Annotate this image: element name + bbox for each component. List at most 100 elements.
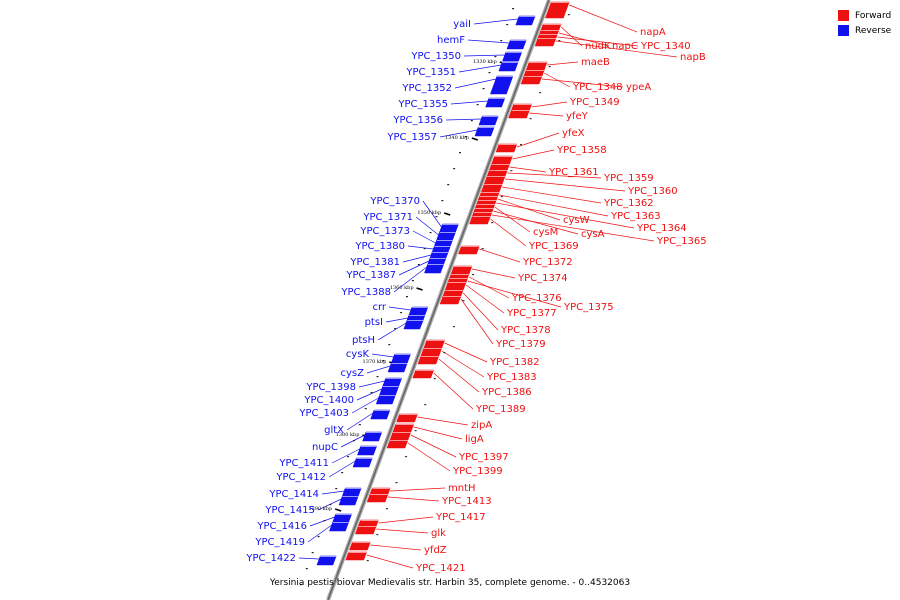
forward-gene-ypc-1379[interactable] — [439, 295, 462, 305]
gene-label-ypc-1378[interactable]: YPC_1378 — [500, 325, 551, 336]
reverse-gene-yaii[interactable] — [515, 15, 536, 26]
gene-label-cysw[interactable]: cysW — [563, 215, 590, 226]
gene-label-napa[interactable]: napA — [640, 27, 666, 38]
gene-label-ypc-1399[interactable]: YPC_1399 — [452, 466, 503, 477]
reverse-gene-gltx[interactable] — [370, 409, 391, 420]
forward-gene-ypc-1389[interactable] — [412, 369, 435, 379]
reverse-gene-ypc-1357[interactable] — [474, 126, 495, 137]
gene-label-ypc-1369[interactable]: YPC_1369 — [528, 241, 579, 252]
gene-label-ypc-1355[interactable]: YPC_1355 — [397, 99, 448, 110]
gene-label-ypc-1358[interactable]: YPC_1358 — [556, 145, 607, 156]
gene-label-ypc-1361[interactable]: YPC_1361 — [548, 167, 599, 178]
forward-gene-yfey[interactable] — [508, 109, 530, 119]
reverse-gene-ypc-1419[interactable] — [329, 521, 350, 532]
reverse-gene-ypc-1371[interactable] — [435, 231, 456, 242]
reverse-gene-ypc-1415[interactable] — [338, 495, 359, 506]
gene-label-ypc-1379[interactable]: YPC_1379 — [495, 339, 546, 350]
gene-label-hemf[interactable]: hemF — [437, 35, 465, 46]
forward-gene-ypc-1421[interactable] — [345, 551, 368, 561]
forward-gene-ypc-1374[interactable] — [450, 265, 473, 275]
gene-label-ypc-1419[interactable]: YPC_1419 — [254, 537, 305, 548]
gene-label-ypc-1350[interactable]: YPC_1350 — [410, 51, 461, 62]
reverse-gene-ypc-1356[interactable] — [478, 115, 499, 126]
gene-label-ypc-1403[interactable]: YPC_1403 — [298, 408, 349, 419]
gene-label-glk[interactable]: glk — [431, 528, 446, 539]
gene-label-ypc-1348[interactable]: YPC_1348 — [572, 82, 623, 93]
forward-gene-ypc-1386[interactable] — [417, 355, 440, 365]
gene-label-ypc-1415[interactable]: YPC_1415 — [264, 505, 315, 516]
gene-label-ypc-1400[interactable]: YPC_1400 — [303, 395, 354, 406]
reverse-gene-ypc-1351[interactable] — [498, 61, 519, 72]
forward-gene-ypc-1397[interactable] — [389, 431, 412, 441]
reverse-gene-nupc[interactable] — [362, 431, 383, 442]
gene-label-ypc-1414[interactable]: YPC_1414 — [268, 489, 319, 500]
gene-label-ypea[interactable]: ypeA — [626, 82, 651, 93]
gene-label-cysa[interactable]: cysA — [581, 229, 605, 240]
forward-gene-ypc-1383[interactable] — [420, 347, 443, 357]
gene-label-ypc-1411[interactable]: YPC_1411 — [278, 458, 329, 469]
gene-label-nudk[interactable]: nudK — [585, 41, 611, 52]
reverse-gene-ypc-1352[interactable] — [490, 75, 514, 95]
gene-label-ypc-1388[interactable]: YPC_1388 — [340, 287, 391, 298]
gene-label-ypc-1340[interactable]: YPC_1340 — [640, 41, 691, 52]
reverse-gene-ypc-1350[interactable] — [502, 51, 523, 62]
gene-label-napb[interactable]: napB — [680, 52, 706, 63]
forward-gene-zipa[interactable] — [396, 413, 418, 423]
gene-label-ypc-1421[interactable]: YPC_1421 — [415, 563, 466, 574]
reverse-gene-ypc-1400[interactable] — [379, 385, 400, 396]
reverse-gene-cysk[interactable] — [390, 353, 411, 364]
gene-label-ypc-1370[interactable]: YPC_1370 — [369, 196, 420, 207]
gene-label-ypc-1373[interactable]: YPC_1373 — [359, 226, 410, 237]
forward-gene-liga[interactable] — [392, 423, 415, 433]
gene-label-ypc-1363[interactable]: YPC_1363 — [610, 211, 661, 222]
forward-gene-ypc-1360[interactable] — [483, 175, 506, 185]
forward-gene-ypc-1358[interactable] — [491, 155, 513, 165]
gene-label-ypc-1417[interactable]: YPC_1417 — [435, 512, 486, 523]
reverse-gene-ypc-1403[interactable] — [375, 394, 396, 405]
gene-label-ypc-1386[interactable]: YPC_1386 — [481, 387, 532, 398]
gene-label-ypc-1380[interactable]: YPC_1380 — [354, 241, 405, 252]
gene-label-ypc-1397[interactable]: YPC_1397 — [458, 452, 509, 463]
gene-label-ypc-1375[interactable]: YPC_1375 — [563, 302, 614, 313]
gene-label-ypc-1422[interactable]: YPC_1422 — [245, 553, 296, 564]
reverse-gene-ypc-1422[interactable] — [316, 555, 337, 566]
gene-label-ypc-1351[interactable]: YPC_1351 — [405, 67, 456, 78]
forward-gene-ypc-1399[interactable] — [386, 439, 409, 449]
reverse-gene-ypc-1370[interactable] — [438, 223, 459, 234]
reverse-gene-hemf[interactable] — [506, 39, 527, 50]
gene-label-ptsh[interactable]: ptsH — [352, 335, 375, 346]
gene-label-mnth[interactable]: mntH — [448, 483, 476, 494]
gene-label-yfdz[interactable]: yfdZ — [424, 545, 447, 556]
forward-gene-ypc-1377[interactable] — [444, 281, 467, 291]
reverse-gene-ptsh[interactable] — [403, 319, 424, 330]
gene-label-zipa[interactable]: zipA — [471, 420, 492, 431]
gene-label-ypc-1364[interactable]: YPC_1364 — [636, 223, 687, 234]
gene-label-ypc-1372[interactable]: YPC_1372 — [522, 257, 573, 268]
gene-label-ypc-1389[interactable]: YPC_1389 — [475, 404, 526, 415]
gene-label-ypc-1365[interactable]: YPC_1365 — [656, 236, 707, 247]
gene-label-ypc-1359[interactable]: YPC_1359 — [603, 173, 654, 184]
forward-gene-napa[interactable] — [545, 1, 570, 19]
gene-label-maeb[interactable]: maeB — [581, 57, 610, 68]
forward-gene-glk[interactable] — [354, 525, 377, 535]
gene-label-ypc-1356[interactable]: YPC_1356 — [392, 115, 443, 126]
gene-label-ypc-1412[interactable]: YPC_1412 — [275, 472, 326, 483]
gene-label-ypc-1362[interactable]: YPC_1362 — [603, 198, 654, 209]
gene-label-ypc-1360[interactable]: YPC_1360 — [627, 186, 678, 197]
gene-label-ypc-1357[interactable]: YPC_1357 — [386, 132, 437, 143]
reverse-gene-ypc-1416[interactable] — [332, 513, 353, 524]
forward-gene-ypc-1382[interactable] — [423, 339, 446, 349]
gene-label-ypc-1416[interactable]: YPC_1416 — [256, 521, 307, 532]
reverse-gene-ypc-1355[interactable] — [485, 97, 506, 108]
reverse-gene-ypc-1411[interactable] — [357, 445, 378, 456]
gene-label-ypc-1398[interactable]: YPC_1398 — [305, 382, 356, 393]
gene-label-ypc-1371[interactable]: YPC_1371 — [362, 212, 413, 223]
gene-label-ypc-1382[interactable]: YPC_1382 — [489, 357, 540, 368]
gene-label-ypc-1381[interactable]: YPC_1381 — [349, 257, 400, 268]
forward-gene-ypc-1362[interactable] — [480, 183, 503, 193]
forward-gene-ypc-1372[interactable] — [458, 245, 480, 255]
gene-label-ypc-1352[interactable]: YPC_1352 — [401, 83, 452, 94]
gene-label-ypc-1349[interactable]: YPC_1349 — [569, 97, 620, 108]
gene-label-napc[interactable]: napC — [612, 41, 638, 52]
gene-label-ypc-1377[interactable]: YPC_1377 — [506, 308, 557, 319]
